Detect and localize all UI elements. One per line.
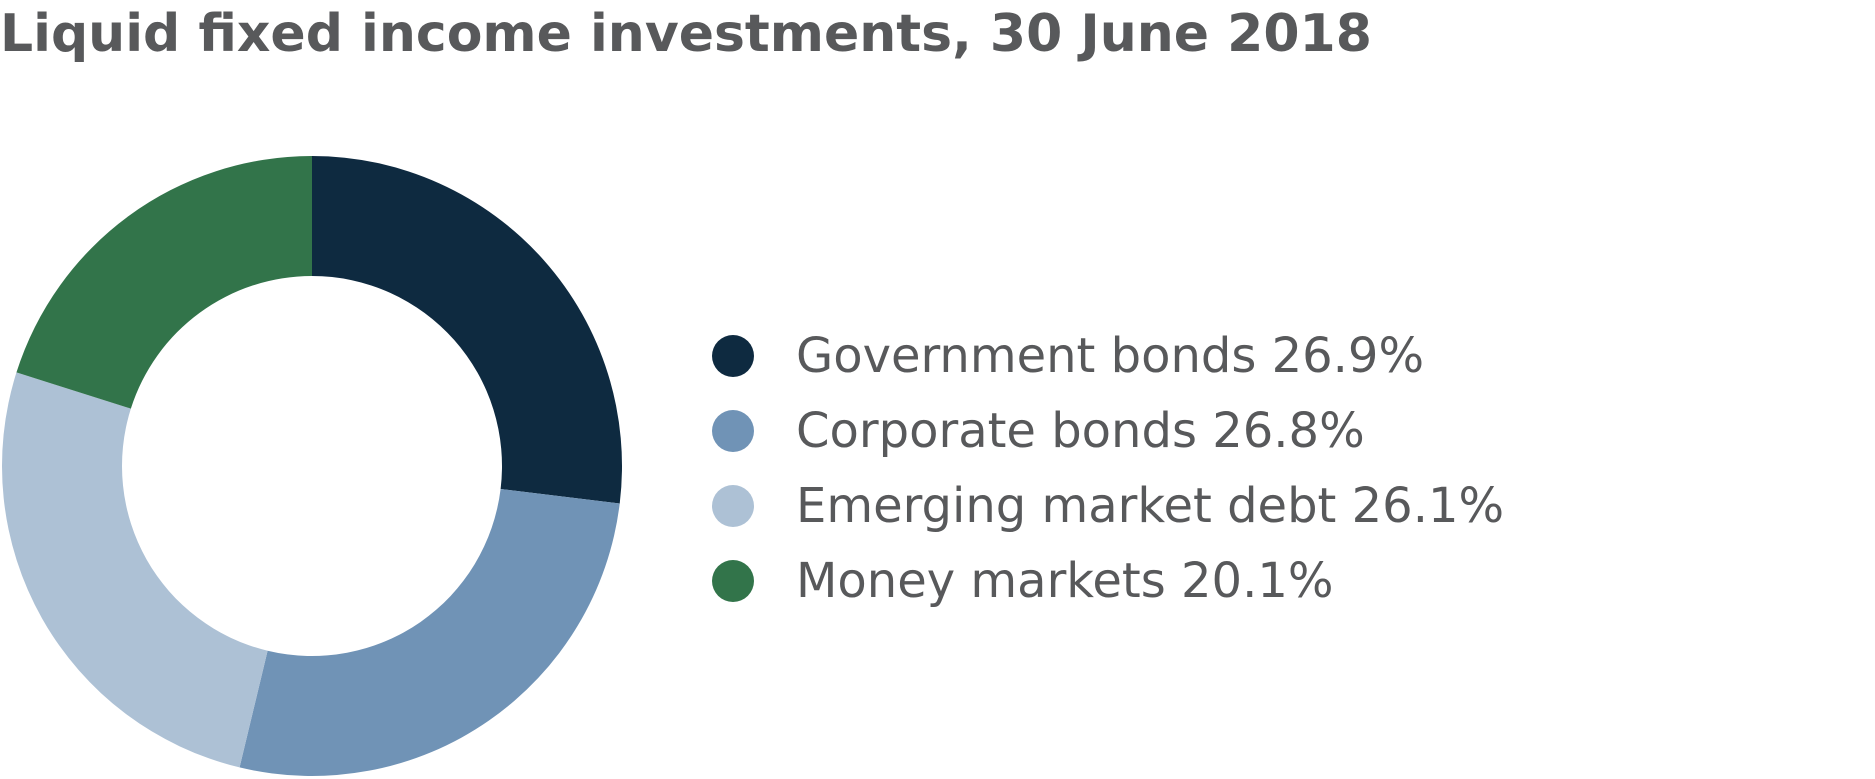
legend-label-corporate-bonds: Corporate bonds 26.8% [796, 402, 1365, 459]
legend-item-emerging-market-debt: Emerging market debt 26.1% [712, 468, 1504, 543]
donut-chart [1, 156, 622, 776]
donut-slice-money-markets [16, 156, 312, 409]
chart-title: Liquid fixed income investments, 30 June… [0, 4, 1372, 64]
legend-swatch-money-markets [712, 559, 754, 602]
legend-label-emerging-market-debt: Emerging market debt 26.1% [796, 477, 1505, 534]
legend-label-government-bonds: Government bonds 26.9% [796, 327, 1425, 384]
donut-slice-corporate-bonds [239, 488, 620, 776]
legend: Government bonds 26.9% Corporate bonds 2… [712, 318, 1504, 618]
legend-swatch-government-bonds [712, 334, 754, 377]
donut-slice-government-bonds [312, 156, 622, 504]
legend-item-corporate-bonds: Corporate bonds 26.8% [712, 393, 1504, 468]
legend-item-money-markets: Money markets 20.1% [712, 543, 1504, 618]
legend-swatch-emerging-market-debt [712, 484, 754, 527]
legend-label-money-markets: Money markets 20.1% [796, 552, 1334, 609]
donut-slice-emerging-market-debt [1, 372, 268, 768]
donut-slices [1, 156, 622, 776]
legend-item-government-bonds: Government bonds 26.9% [712, 318, 1504, 393]
legend-swatch-corporate-bonds [712, 409, 754, 452]
